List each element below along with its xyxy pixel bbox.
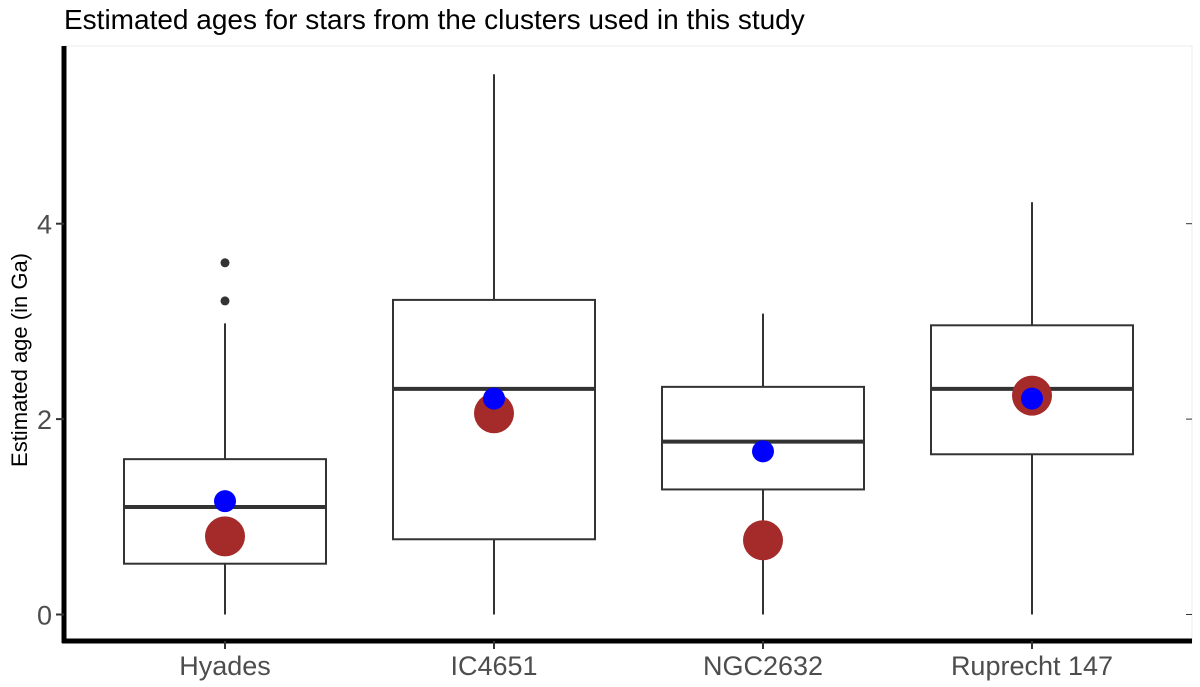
boxes-layer [123,74,1134,615]
series-1-point-2 [752,440,774,463]
y-tick-label: 4 [37,210,52,240]
box-2 [661,313,865,615]
series-0-point-2 [743,520,783,561]
box-0 [123,258,327,615]
series-1-point-1 [483,387,505,410]
x-tick-label: Hyades [179,651,271,681]
chart-title: Estimated ages for stars from the cluste… [64,4,805,35]
outlier-point [220,296,230,306]
iqr-box [661,385,865,491]
series-0-point-1 [474,393,514,434]
x-tick-label: Ruprecht 147 [951,651,1113,681]
box-1 [392,74,596,615]
points-layer [205,375,1052,561]
series-1-point-3 [1021,387,1043,410]
series-1-point-0 [214,490,236,513]
outlier-point [220,258,230,268]
x-tick-label: NGC2632 [703,651,823,681]
y-tick-label: 2 [37,405,52,435]
x-tick-label: IC4651 [450,651,537,681]
axes-layer: 0 2 4 Hyades IC4651 NGC2632 Ruprecht 147 [37,46,1192,681]
y-tick-label: 0 [37,601,52,631]
y-axis-title: Estimated age (in Ga) [7,253,32,467]
series-0-point-0 [205,516,245,557]
